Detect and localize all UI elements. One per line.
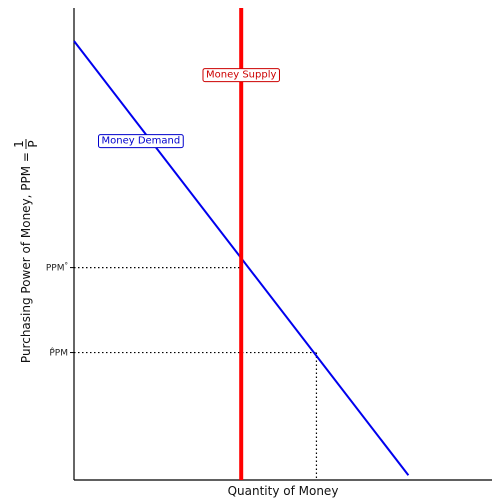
- x-axis-title: Quantity of Money: [228, 484, 339, 498]
- curve-label: Money Supply: [202, 68, 280, 83]
- y-tick-label: P̂PM: [49, 347, 68, 359]
- curve-label-text: Money Demand: [102, 136, 181, 147]
- reference-lines: [74, 267, 318, 480]
- curve-label: Money Demand: [98, 134, 184, 149]
- y-tick-superscript: °: [65, 262, 69, 270]
- curve-label-text: Money Supply: [206, 70, 276, 81]
- curve-label-box: [98, 134, 184, 149]
- y-ticks: PPM° P̂PM: [46, 262, 74, 359]
- y-axis-title-denominator: P: [26, 140, 40, 147]
- curve-label-box: [202, 68, 280, 83]
- y-tick-label: PPM°: [46, 262, 68, 274]
- y-axis-title-numerator: 1: [12, 140, 26, 148]
- curve-labels: Money Supply Money Demand: [98, 68, 280, 149]
- y-axis-title-text: Purchasing Power of Money, PPM =: [19, 152, 33, 363]
- y-axis-title: Purchasing Power of Money, PPM = 1 P: [12, 139, 40, 363]
